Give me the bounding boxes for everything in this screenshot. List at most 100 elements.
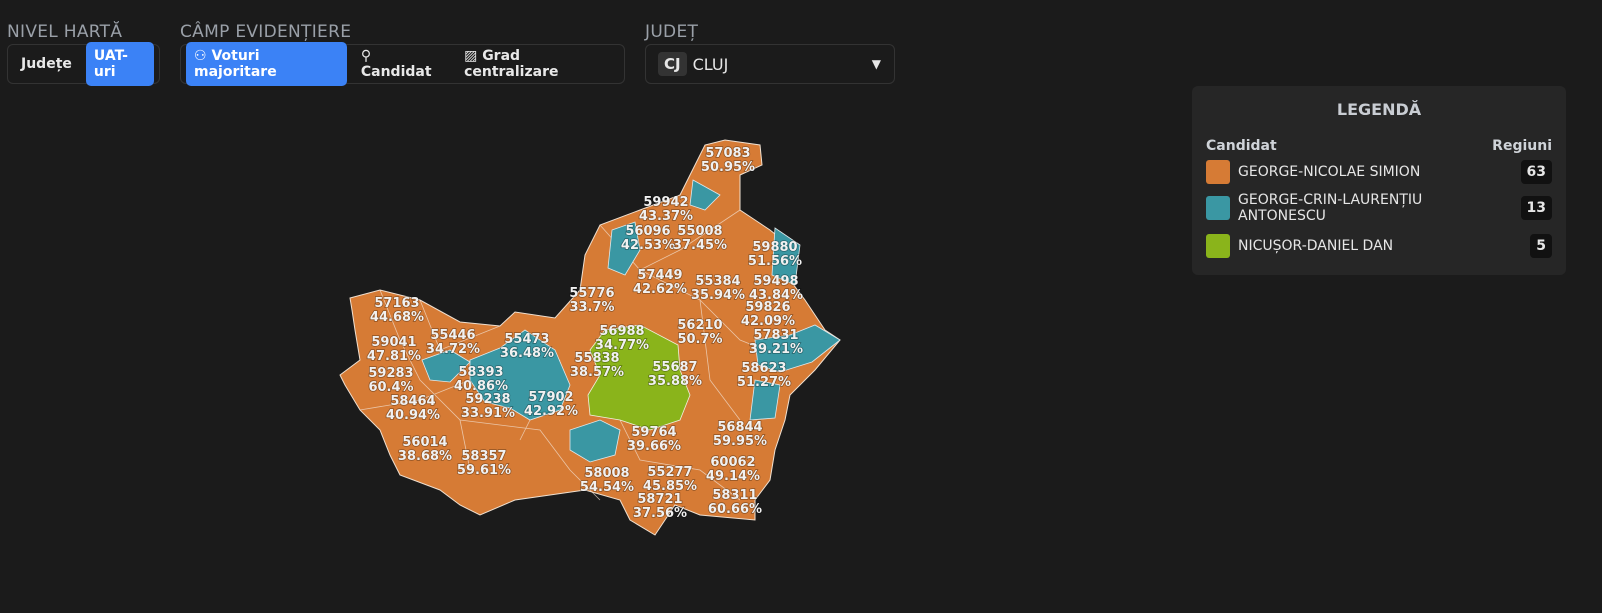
region-share: 42.92% [524, 404, 578, 419]
legend-name: GEORGE-CRIN-LAURENȚIU ANTONESCU [1238, 192, 1423, 224]
region-area [421, 349, 471, 383]
region-code: 57083 [705, 146, 750, 161]
region-share: 42.09% [741, 314, 795, 329]
region-share: 51.56% [748, 254, 802, 269]
toggle-group: ⚇ Voturi majoritare ⚲ Candidat ▨ Grad ce… [180, 42, 625, 86]
region-share: 44.68% [370, 310, 424, 325]
county-code: CJ [658, 52, 687, 76]
region-code: 55277 [647, 465, 692, 480]
legend: LEGENDĂ Candidat Regiuni GEORGE-NICOLAE … [1192, 86, 1566, 275]
region-code: 56210 [677, 318, 722, 333]
region-area [607, 221, 641, 276]
region-area [689, 179, 721, 211]
button[interactable]: ▨ Grad centralizare [464, 48, 559, 80]
dropdown-arrow: ▼ [871, 57, 881, 71]
region-code: 58393 [458, 365, 503, 380]
region-code: 59041 [371, 335, 416, 350]
button[interactable]: ⚇ Voturi majoritare [186, 42, 347, 86]
legend-count: 13 [1520, 196, 1552, 220]
region-share: 49.14% [706, 469, 760, 484]
region-code: 60062 [710, 455, 755, 470]
region-area [771, 227, 801, 286]
legend-swatch [1206, 160, 1230, 184]
region-code: 59942 [643, 195, 688, 210]
region-area [469, 329, 571, 421]
legend-name: NICUȘOR-DANIEL DAN [1238, 238, 1394, 254]
region-share: 35.88% [648, 374, 702, 389]
label: CÂMP EVIDENȚIERE [180, 22, 352, 42]
region-code: 59283 [368, 366, 413, 381]
legend-count: 5 [1530, 234, 1552, 258]
legend-row: NICUȘOR-DANIEL DAN 5 [1206, 234, 1552, 258]
region-area [754, 324, 841, 373]
region-share: 38.68% [398, 449, 452, 464]
region-code: 55446 [430, 328, 475, 343]
legend-row: GEORGE-CRIN-LAURENȚIU ANTONESCU 13 [1206, 192, 1552, 224]
region-share: 34.72% [426, 342, 480, 357]
region-code: 57831 [753, 328, 798, 343]
region-code: 58623 [741, 361, 786, 376]
region-code: 56988 [599, 324, 644, 339]
region-share: 42.62% [633, 282, 687, 297]
region-code: 58721 [637, 492, 682, 507]
region-share: 36.48% [500, 346, 554, 361]
legend-row: GEORGE-NICOLAE SIMION 63 [1206, 160, 1552, 184]
region-code: 58464 [390, 394, 435, 409]
toggle-group: Județe UAT-uri [7, 42, 160, 86]
region-code: 56844 [717, 420, 762, 435]
legend-title: LEGENDĂ [1336, 100, 1422, 119]
button-text: Grad centralizare [464, 48, 559, 80]
region-share: 50.95% [701, 160, 755, 175]
button[interactable]: UAT-uri [85, 42, 154, 86]
region-code: 55384 [695, 274, 740, 289]
region-share: 43.37% [639, 209, 693, 224]
legend-swatch [1206, 196, 1230, 220]
button[interactable]: ⚲ Candidat [360, 48, 432, 80]
region-code: 56096 [625, 224, 670, 239]
legend-header: Candidat [1206, 138, 1277, 154]
region-code: 56014 [402, 435, 447, 450]
region-share: 38.57% [570, 365, 624, 380]
region-code: 59238 [465, 392, 510, 407]
region-code: 59826 [745, 300, 790, 315]
region-share: 34.77% [595, 338, 649, 353]
region-code: 58311 [712, 488, 757, 503]
region-share: 40.94% [386, 408, 440, 423]
select[interactable]: CJ CLUJ ▼ [645, 44, 895, 84]
region-share: 60.4% [368, 380, 413, 395]
region-share: 54.54% [580, 480, 634, 495]
region-share: 43.84% [749, 288, 803, 303]
region-code: 59880 [752, 240, 797, 255]
region-share: 51.27% [737, 375, 791, 390]
label: JUDEȚ [645, 22, 699, 42]
region-share: 39.66% [627, 439, 681, 454]
region-code: 59764 [631, 425, 676, 440]
region-share: 50.7% [677, 332, 722, 347]
region-area [587, 324, 691, 431]
region-code: 57902 [528, 390, 573, 405]
region-share: 59.95% [713, 434, 767, 449]
button[interactable]: Județe [21, 56, 72, 72]
region-share: 37.56% [633, 506, 687, 521]
region-code: 55776 [569, 286, 614, 301]
region-code: 55008 [677, 224, 722, 239]
region-share: 33.7% [569, 300, 614, 315]
county-area [339, 139, 841, 536]
region-share: 39.21% [749, 342, 803, 357]
region-share: 37.45% [673, 238, 727, 253]
region-code: 59498 [753, 274, 798, 289]
county-name: CLUJ [692, 54, 729, 74]
region-share: 35.94% [691, 288, 745, 303]
region-share: 45.85% [643, 479, 697, 494]
region-share: 59.61% [457, 463, 511, 478]
legend-count: 63 [1520, 160, 1552, 184]
region-share: 40.86% [454, 379, 508, 394]
region-area [749, 379, 781, 421]
region-share: 42.53% [621, 238, 675, 253]
region-share: 60.66% [708, 502, 762, 517]
region-area [569, 419, 621, 463]
region-code: 55838 [574, 351, 619, 366]
legend-name: GEORGE-NICOLAE SIMION [1238, 164, 1421, 180]
